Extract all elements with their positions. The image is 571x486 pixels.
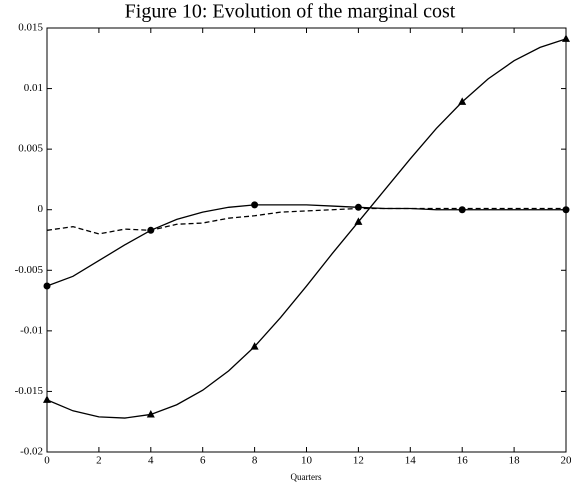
y-tick-label: -0.005	[15, 264, 44, 276]
marker	[251, 201, 259, 209]
x-tick-label: 14	[405, 455, 417, 467]
y-tick-label: 0	[38, 203, 44, 215]
x-tick-label: 8	[252, 455, 258, 467]
x-tick-label: 16	[457, 455, 469, 467]
y-tick-label: 0.015	[18, 22, 43, 34]
y-tick-label: -0.01	[20, 324, 43, 336]
y-tick-label: -0.02	[20, 446, 43, 458]
marker	[250, 342, 259, 350]
x-tick-label: 0	[44, 455, 50, 467]
marker	[562, 34, 570, 42]
series-line	[46, 38, 567, 419]
x-tick-label: 12	[353, 455, 364, 467]
x-tick-label: 20	[561, 455, 571, 467]
x-axis-label: Quarters	[291, 472, 322, 482]
y-tick-label: -0.015	[15, 385, 44, 397]
marker	[562, 206, 570, 214]
marker	[458, 97, 467, 105]
marker	[43, 282, 51, 290]
marker	[43, 395, 51, 403]
series-line	[46, 204, 566, 287]
chart-title: Figure 10: Evolution of the marginal cos…	[125, 1, 456, 23]
x-tick-label: 6	[200, 455, 206, 467]
marker	[354, 217, 363, 225]
marker	[354, 203, 362, 211]
x-tick-label: 10	[301, 455, 313, 467]
x-tick-label: 2	[96, 455, 102, 467]
series-line	[46, 207, 566, 235]
y-tick-label: 0.01	[24, 82, 43, 94]
marker	[458, 206, 466, 214]
marker	[146, 409, 155, 418]
plot-frame	[46, 27, 567, 453]
y-tick-label: 0.005	[18, 143, 43, 155]
x-tick-label: 4	[148, 455, 154, 467]
x-tick-label: 18	[509, 455, 521, 467]
